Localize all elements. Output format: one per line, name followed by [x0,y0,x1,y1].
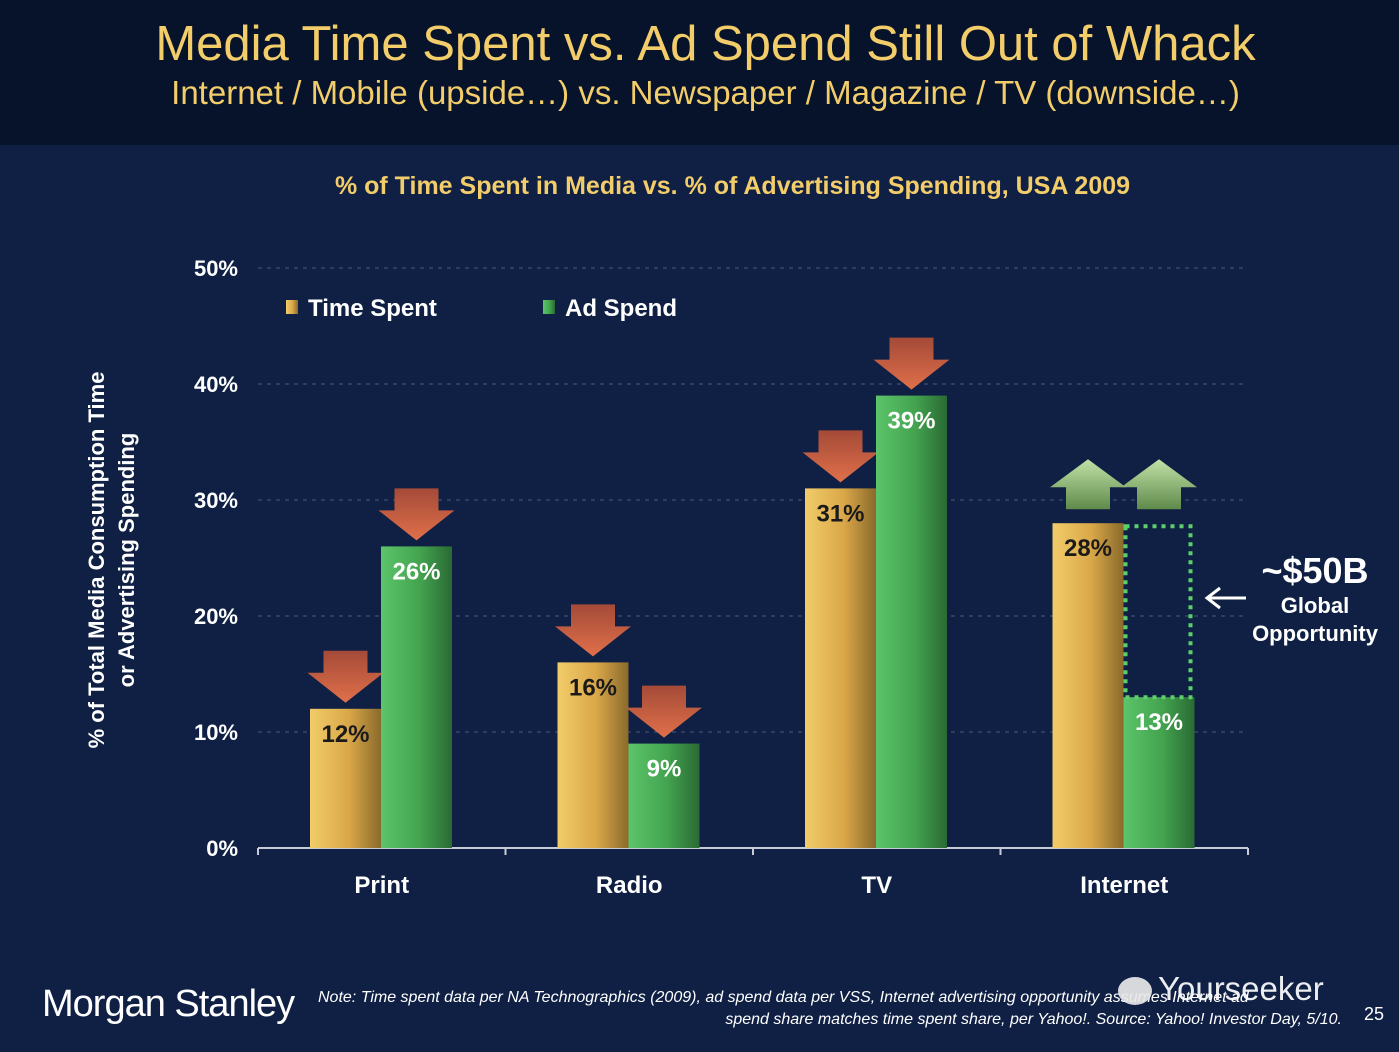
y-tick-label: 0% [206,836,238,861]
data-label: 39% [887,408,935,435]
y-tick-label: 20% [194,604,238,629]
footnote-line1: Note: Time spent data per NA Technograph… [318,989,1249,1006]
watermark: Yourseeker [1118,970,1324,1008]
data-label: 31% [816,500,864,527]
legend-label-time-spent: Time Spent [308,295,437,322]
data-label: 16% [569,674,617,701]
bar-ad-spend-internet [1123,697,1195,848]
y-tick-label: 10% [194,720,238,745]
data-label: 26% [392,558,440,585]
x-tick-label-tv: TV [861,872,892,899]
x-tick-label-print: Print [354,872,409,899]
chart-title: % of Time Spent in Media vs. % of Advert… [334,172,1131,200]
opportunity-line2: Opportunity [1252,621,1378,646]
footnote-line2: spend share matches time spent share, pe… [725,1011,1342,1028]
bar-ad-spend-print [381,546,452,848]
up-arrow-icon [1050,459,1126,510]
slide-title: Media Time Spent vs. Ad Spend Still Out … [155,17,1256,71]
down-arrow-icon [555,604,631,657]
bar-time-spent-print [310,708,381,848]
legend-label-ad-spend: Ad Spend [565,295,677,322]
footnote: Note: Time spent data per NA Technograph… [318,987,1342,1031]
opportunity-line1: Global [1280,593,1350,618]
wechat-icon [1118,977,1152,1006]
x-tick-label-internet: Internet [1080,872,1168,899]
morgan-stanley-logo: Morgan Stanley [42,983,295,1025]
legend-swatch-time-spent [286,300,298,314]
y-axis-label-line2: or Advertising Spending [114,432,139,688]
y-tick-label: 30% [194,488,238,513]
opportunity-annotation: ~$50B Global Opportunity [1236,550,1394,648]
bar-time-spent-radio [557,662,629,848]
up-arrow-icon [1121,459,1197,510]
data-label: 13% [1135,709,1183,736]
y-tick-label: 50% [194,256,238,281]
watermark-text: Yourseeker [1158,970,1324,1007]
page-number: 25 [1364,1004,1385,1024]
bar-ad-spend-radio [628,743,700,848]
down-arrow-icon [873,337,950,390]
down-arrow-icon [626,685,702,738]
data-label: 28% [1064,535,1112,562]
y-axis-label-line1: % of Total Media Consumption Time [84,371,109,749]
opportunity-value: ~$50B [1261,550,1369,591]
bar-time-spent-tv [805,488,876,848]
down-arrow-icon [378,488,455,541]
data-label: 9% [647,756,682,783]
left-arrow-icon [1204,586,1246,610]
y-tick-label: 40% [194,372,238,397]
x-tick-label-radio: Radio [596,872,663,899]
bar-ad-spend-tv [876,395,947,848]
data-label: 12% [321,721,369,748]
slide-subtitle: Internet / Mobile (upside…) vs. Newspape… [171,74,1240,111]
down-arrow-icon [307,650,384,703]
title-band [0,0,1399,145]
opportunity-gap-box [1123,524,1193,700]
legend-swatch-ad-spend [543,300,555,314]
down-arrow-icon [802,430,879,483]
bar-time-spent-internet [1052,523,1124,848]
